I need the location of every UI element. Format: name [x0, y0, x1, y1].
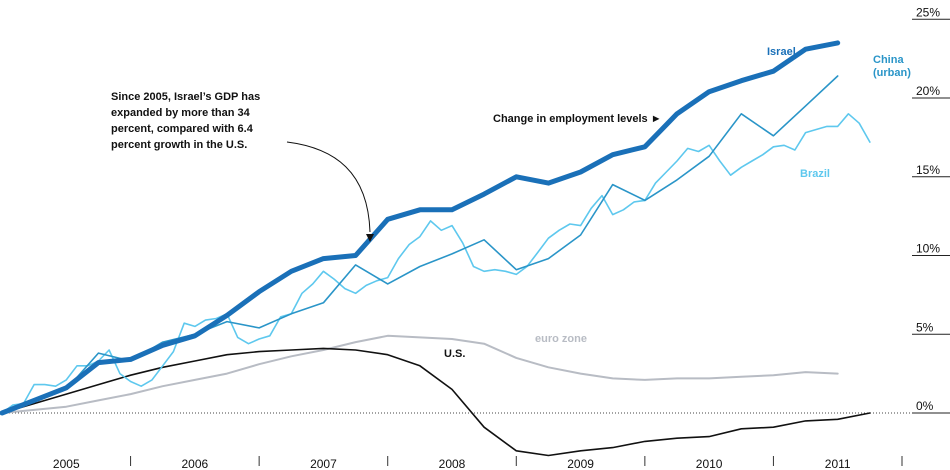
x-tick-label: 2005: [53, 457, 80, 470]
series-line-israel: [0, 40, 841, 416]
y-tick-label: 10%: [916, 242, 940, 256]
label-euro-zone: euro zone: [535, 333, 587, 345]
label-brazil: Brazil: [800, 168, 830, 180]
x-tick-label: 2007: [310, 457, 337, 470]
annotation-arrowhead: [366, 234, 374, 242]
gdp-annotation: Since 2005, Israel’s GDP has expanded by …: [111, 91, 374, 242]
series-line-euro: [1, 334, 839, 414]
series-line-china: [1, 75, 839, 414]
x-tick-label: 2010: [696, 457, 723, 470]
label-us: U.S.: [444, 348, 465, 360]
series-line-brazil: [1, 113, 871, 414]
y-tick-label: 5%: [916, 320, 934, 334]
annotation-arrow: [286, 141, 371, 233]
y-tick-label: 0%: [916, 399, 934, 413]
label-israel: Israel: [767, 46, 796, 58]
series-lines: [0, 40, 871, 457]
x-tick-label: 2011: [825, 457, 851, 470]
y-tick-label: 25%: [916, 5, 940, 19]
y-axis: 0% 5% 10% 15% 20% 25%: [912, 5, 950, 414]
label-china: China (urban): [873, 54, 911, 79]
x-axis: 2005 2006 2007 2008 2009 2010 2011: [53, 456, 903, 470]
annotation-text: Since 2005, Israel’s GDP has expanded by …: [111, 91, 260, 151]
y-tick-label: 15%: [916, 163, 940, 177]
employment-note: Change in employment levels ►: [493, 113, 662, 125]
series-line-us: [1, 347, 871, 457]
y-tick-label: 20%: [916, 84, 940, 98]
x-tick-label: 2008: [439, 457, 466, 470]
x-tick-label: 2006: [182, 457, 209, 470]
x-tick-label: 2009: [567, 457, 594, 470]
